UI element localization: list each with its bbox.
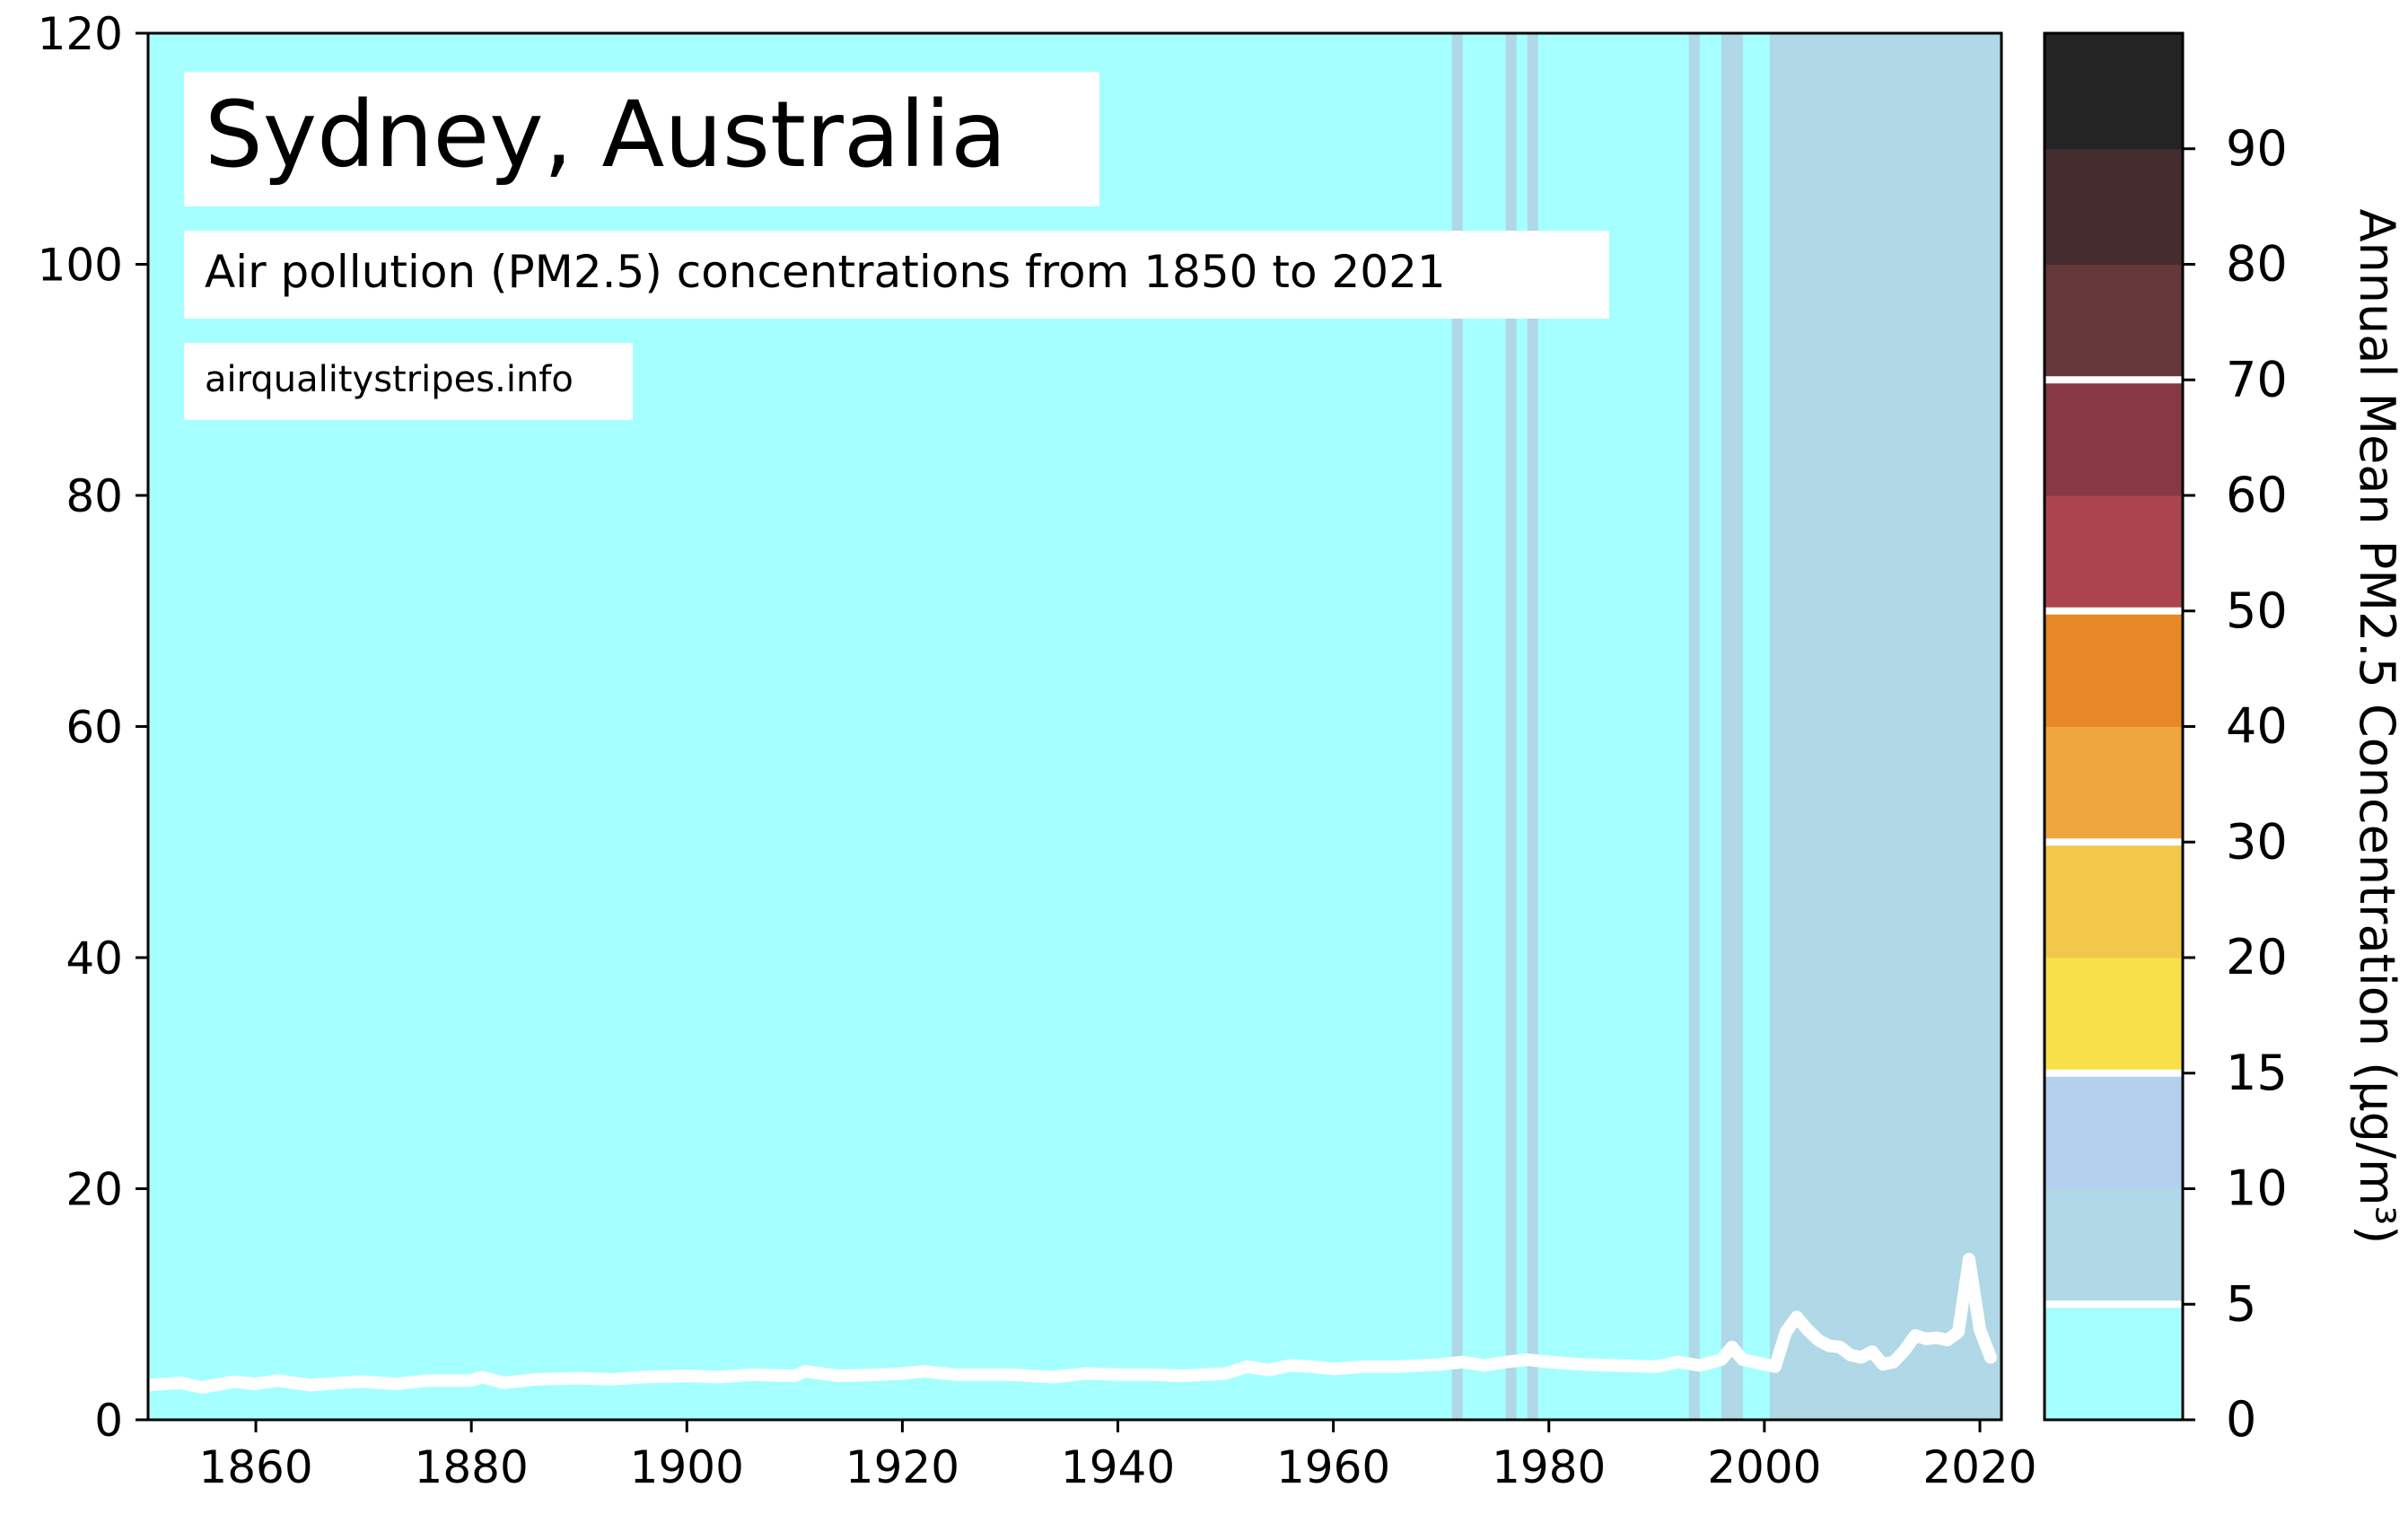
colorbar-tick-label-90: 90 (2226, 120, 2288, 177)
stripe-0 (1451, 33, 1463, 1420)
colorbar-segment-50 (2045, 495, 2183, 612)
x-tick-label-1860: 1860 (198, 1441, 312, 1493)
source-box-group: airqualitystripes.info (184, 343, 633, 420)
colorbar: 0 5 10 15 20 30 40 50 60 70 80 90 Annual Mean PM2.5… (2043, 31, 2405, 1448)
colorbar-tick-label-20: 20 (2226, 929, 2288, 985)
stripe-4 (1721, 33, 1743, 1420)
colorbar-tick-label-30: 30 (2226, 813, 2288, 870)
x-tick-label-1920: 1920 (845, 1441, 959, 1493)
chart-subtitle: Air pollution (PM2.5) concentrations fro… (205, 246, 1446, 298)
source-label: airqualitystripes.info (205, 359, 574, 400)
colorbar-label: Annual Mean PM2.5 Concentration (μg/m³) (2349, 209, 2405, 1245)
colorbar-segments (2045, 33, 2183, 1421)
x-tick-label-2000: 2000 (1707, 1441, 1821, 1493)
x-axis: 1860 1880 1900 1920 1940 1960 1980 2000 2020 (198, 1420, 2037, 1493)
chart-title: Sydney, Australia (205, 82, 1007, 188)
subtitle-box (184, 231, 1609, 319)
colorbar-tick-label-60: 60 (2226, 467, 2288, 523)
pm25-series-line (148, 1253, 1997, 1394)
colorbar-tick-label-0: 0 (2226, 1391, 2256, 1448)
colorbar-tick-label-50: 50 (2226, 582, 2288, 639)
x-tick-label-1880: 1880 (415, 1441, 529, 1493)
colorbar-segment-15 (2045, 958, 2183, 1074)
x-tick-label-1940: 1940 (1061, 1441, 1175, 1493)
x-tick-label-1980: 1980 (1492, 1441, 1606, 1493)
y-tick-label-40: 40 (66, 932, 123, 985)
colorbar-segment-5 (2045, 1188, 2183, 1305)
y-tick-label-0: 0 (94, 1395, 123, 1447)
y-tick-label-80: 80 (66, 470, 123, 522)
colorbar-tick-label-80: 80 (2226, 236, 2288, 293)
colorbar-segment-70 (2045, 264, 2183, 381)
source-box (184, 343, 633, 420)
colorbar-segment-60 (2045, 380, 2183, 496)
colorbar-tick-label-15: 15 (2226, 1045, 2288, 1101)
y-tick-label-120: 120 (38, 8, 123, 60)
stripe-3 (1688, 33, 1700, 1420)
colorbar-segment-30 (2045, 726, 2183, 843)
colorbar-segment-10 (2045, 1072, 2183, 1189)
colorbar-tick-label-10: 10 (2226, 1160, 2288, 1217)
colorbar-segment-40 (2045, 610, 2183, 727)
x-tick-label-1900: 1900 (630, 1441, 744, 1493)
y-tick-label-20: 20 (66, 1164, 123, 1216)
x-tick-label-2020: 2020 (1922, 1441, 2036, 1493)
colorbar-ticks: 0 5 10 15 20 30 40 50 60 70 80 90 (2183, 120, 2288, 1448)
colorbar-segment-80 (2045, 148, 2183, 265)
colorbar-segment-20 (2045, 842, 2183, 958)
colorbar-segment-90 (2045, 33, 2183, 150)
colorbar-tick-label-40: 40 (2226, 698, 2288, 755)
y-tick-label-60: 60 (66, 702, 123, 754)
colorbar-white-lines (2045, 376, 2183, 1309)
x-tick-label-1960: 1960 (1276, 1441, 1390, 1493)
stripe-1 (1505, 33, 1517, 1420)
title-box-group: Sydney, Australia (184, 72, 1099, 206)
colorbar-tick-label-5: 5 (2226, 1275, 2256, 1332)
colorbar-tick-label-70: 70 (2226, 351, 2288, 407)
y-axis: 0 20 40 60 80 100 120 (38, 8, 148, 1447)
stripe-5 (1769, 33, 2001, 1420)
stripes-group (1451, 33, 2001, 1420)
stripe-2 (1527, 33, 1538, 1420)
title-box (184, 72, 1099, 206)
colorbar-segment-0 (2045, 1304, 2183, 1421)
subtitle-box-group: Air pollution (PM2.5) concentrations fro… (184, 231, 1609, 319)
y-tick-label-100: 100 (38, 240, 123, 292)
